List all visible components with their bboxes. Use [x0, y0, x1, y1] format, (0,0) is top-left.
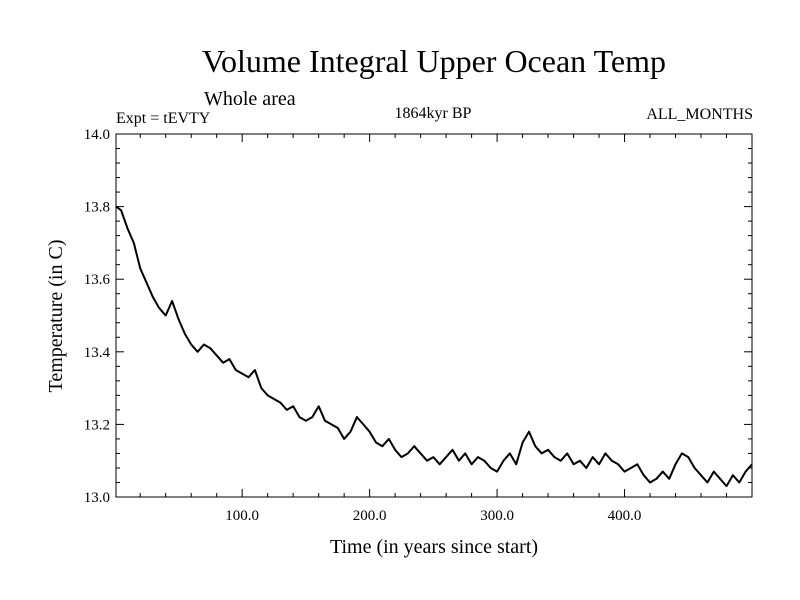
- plot-frame: [115, 133, 753, 498]
- y-tick-labels: 13.0 13.2 13.4 13.6 13.8 14.0: [84, 127, 111, 506]
- x-tick-label: 100.0: [225, 508, 259, 524]
- temperature-series-line: [115, 205, 753, 488]
- y-tick-label: 13.2: [84, 417, 110, 433]
- y-tick-label: 13.4: [84, 345, 111, 361]
- x-axis-label: Time (in years since start): [330, 536, 538, 558]
- experiment-label: Expt = tEVTY: [116, 110, 211, 127]
- y-tick-label: 13.6: [84, 272, 111, 288]
- x-tick-label: 300.0: [480, 508, 514, 524]
- chart-title: Volume Integral Upper Ocean Temp: [202, 43, 666, 79]
- y-axis-label: Temperature (in C): [45, 240, 67, 393]
- chart-subtitle: Whole area: [204, 88, 296, 110]
- x-tick-label: 400.0: [608, 508, 642, 524]
- months-label: ALL_MONTHS: [646, 106, 753, 123]
- y-tick-label: 13.0: [84, 490, 110, 506]
- y-tick-label: 14.0: [84, 127, 110, 143]
- x-tick-labels: 100.0 200.0 300.0 400.0: [225, 508, 641, 524]
- axis-ticks: [116, 133, 752, 498]
- y-tick-label: 13.8: [84, 200, 110, 216]
- period-label: 1864kyr BP: [395, 105, 472, 122]
- x-tick-label: 200.0: [353, 508, 387, 524]
